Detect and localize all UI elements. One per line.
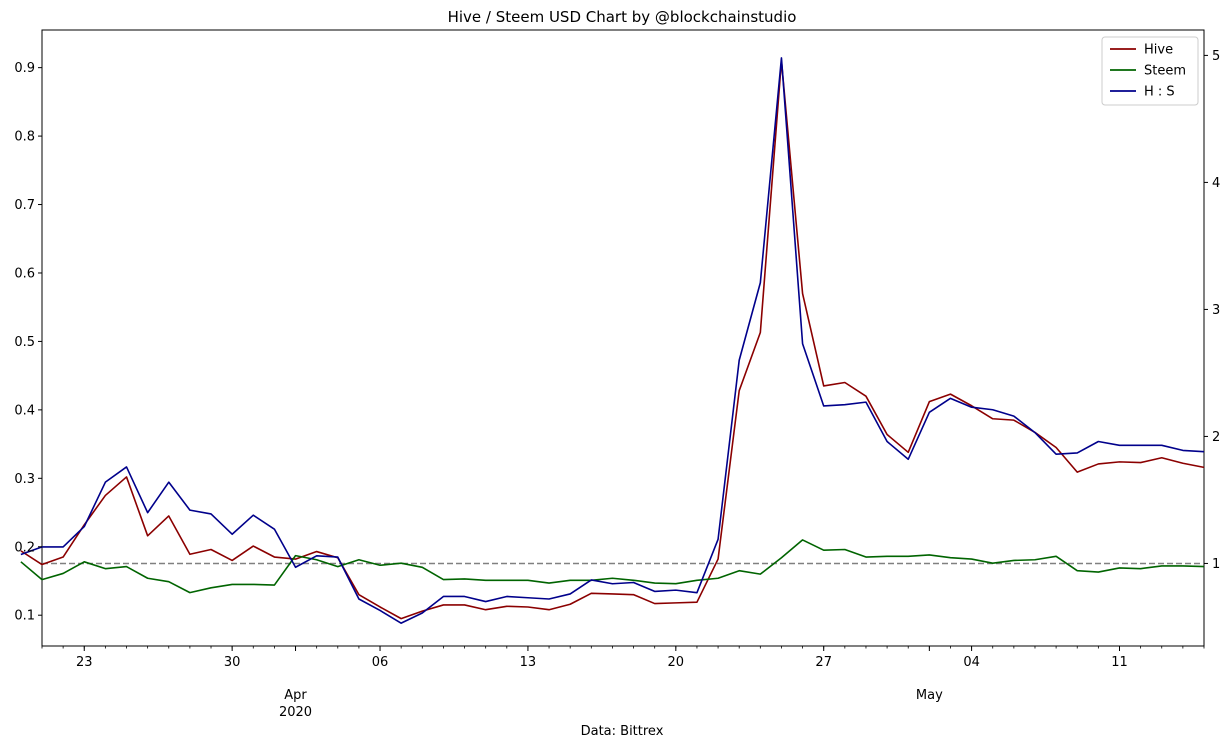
series-layer bbox=[20, 57, 1205, 624]
left-y-tick-label: 0.2 bbox=[14, 540, 35, 555]
x-tick-label: 27 bbox=[815, 655, 832, 670]
series-line-2 bbox=[20, 57, 1205, 624]
x-tick-label: 04 bbox=[963, 655, 980, 670]
left-y-tick-label: 0.1 bbox=[14, 609, 35, 624]
left-y-tick-label: 0.7 bbox=[14, 198, 35, 213]
legend: Hive Steem H : S bbox=[1101, 36, 1199, 106]
left-y-tick-label: 0.6 bbox=[14, 266, 35, 281]
plot-area bbox=[41, 29, 1205, 647]
legend-box bbox=[1101, 36, 1199, 106]
series-line-0 bbox=[20, 59, 1205, 620]
x-tick-label: 30 bbox=[224, 655, 241, 670]
right-y-tick-label: 5 bbox=[1212, 49, 1220, 64]
right-y-tick-label: 4 bbox=[1212, 176, 1220, 191]
left-y-tick-label: 0.8 bbox=[14, 130, 35, 145]
right-y-tick-label: 3 bbox=[1212, 303, 1220, 318]
legend-label: H : S bbox=[1144, 85, 1175, 100]
x-tick-label: 23 bbox=[76, 655, 93, 670]
x-tick-label: 20 bbox=[668, 655, 685, 670]
x-tick-label: 13 bbox=[520, 655, 537, 670]
x-axis: 23 30 06 13 20 27 04 11 Apr 2020 May bbox=[41, 646, 1205, 720]
x-tick-label: 06 bbox=[372, 655, 389, 670]
x-major-sublabel: 2020 bbox=[279, 705, 312, 720]
right-y-tick-label: 1 bbox=[1212, 557, 1220, 572]
right-y-tick-label: 2 bbox=[1212, 430, 1220, 445]
legend-label: Steem bbox=[1144, 64, 1186, 79]
series-line-1 bbox=[20, 539, 1205, 594]
left-y-tick-label: 0.5 bbox=[14, 335, 35, 350]
left-y-tick-label: 0.9 bbox=[14, 61, 35, 76]
x-tick-label: 11 bbox=[1111, 655, 1128, 670]
left-y-axis: 0.1 0.2 0.3 0.4 0.5 0.6 0.7 0.8 0.9 bbox=[14, 61, 42, 624]
right-y-axis: 1 2 3 4 5 bbox=[1204, 49, 1220, 572]
left-y-tick-label: 0.3 bbox=[14, 472, 35, 487]
x-major-label: May bbox=[916, 688, 943, 703]
legend-label: Hive bbox=[1144, 43, 1173, 58]
chart-title: Hive / Steem USD Chart by @blockchainstu… bbox=[448, 8, 797, 26]
left-y-tick-label: 0.4 bbox=[14, 403, 35, 418]
x-axis-label: Data: Bittrex bbox=[581, 724, 664, 739]
x-major-label: Apr bbox=[284, 688, 307, 703]
